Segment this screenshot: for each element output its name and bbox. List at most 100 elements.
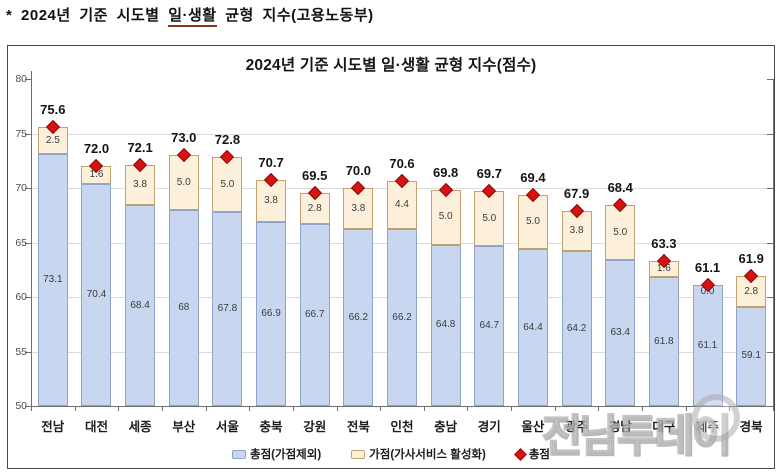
bonus-value-label: 2.8 <box>744 285 759 297</box>
y-tick-label: 75 <box>15 127 27 140</box>
bar-segment-base <box>474 245 505 406</box>
total-value-label: 70.6 <box>389 156 415 172</box>
note-pre: * 2024년 기준 시도별 <box>6 7 169 24</box>
bar-segment-base <box>387 229 417 406</box>
beige-box-icon <box>351 449 366 459</box>
x-axis-tick <box>598 406 600 411</box>
x-axis-tick <box>205 406 207 411</box>
x-axis-tick <box>292 406 294 411</box>
x-category-label: 세종 <box>128 420 152 434</box>
y-tick-label: 80 <box>15 73 27 85</box>
y-axis-tick <box>25 133 31 135</box>
legend-label-base: 총점(가점제외) <box>250 449 322 461</box>
total-value-label: 69.4 <box>520 169 546 185</box>
x-category-label: 제주 <box>696 420 720 434</box>
base-value-label: 64.7 <box>479 319 500 331</box>
y-axis-tick-right <box>767 188 773 189</box>
bar-segment-base <box>256 221 287 406</box>
y-axis-line <box>31 71 32 407</box>
x-axis-tick <box>642 406 644 411</box>
bar-segment-base <box>430 244 461 406</box>
y-axis-tick-right <box>767 133 773 135</box>
bar-segment-bonus <box>256 180 287 222</box>
base-value-label: 66.7 <box>304 308 325 320</box>
bar-segment-bonus <box>212 157 243 212</box>
y-tick-label: 50 <box>15 400 27 412</box>
x-axis-tick <box>685 406 687 411</box>
base-value-label: 73.1 <box>43 274 63 286</box>
bonus-value-label: 4.4 <box>395 199 409 211</box>
chart-legend: 총점(가점제외) 가점(가사서비스 활성화) 총점 <box>8 446 774 462</box>
legend-item-base: 총점(가점제외) <box>232 446 321 462</box>
y-axis-tick-right <box>767 242 773 244</box>
chart-frame: 2024년 기준 시도별 일·생활 균형 지수(점수) 80 75 70 65 60 55… <box>7 45 775 469</box>
bar-segment-base <box>168 209 199 406</box>
bonus-value-label: 1.6 <box>656 263 671 275</box>
blue-box-icon <box>232 449 247 459</box>
bar-segment-base <box>517 249 548 406</box>
plot-right-border <box>773 79 774 407</box>
legend-label-total: 총점 <box>528 449 550 461</box>
x-axis-tick <box>554 406 556 411</box>
total-value-label: 69.7 <box>476 166 502 182</box>
x-axis-tick <box>336 406 338 411</box>
base-value-label: 66.2 <box>392 311 412 323</box>
total-value-label: 72.8 <box>214 132 241 148</box>
bar-segment-base <box>561 251 592 406</box>
legend-item-total: 총점 <box>513 446 550 462</box>
y-axis-tick <box>25 242 31 244</box>
x-axis-tick <box>161 406 163 411</box>
y-tick-label: 65 <box>15 236 27 249</box>
base-value-label: 64.4 <box>523 321 543 333</box>
bonus-value-label: 1.6 <box>89 168 104 180</box>
plot-area: 80 75 70 65 60 55 50 73.1 2.5 75.6 전남 70.4 1.6 72.0 대전… <box>8 46 774 468</box>
total-value-label: 72.0 <box>83 141 110 157</box>
bonus-value-label: 5.0 <box>220 178 235 190</box>
x-category-label: 경기 <box>477 420 501 434</box>
bar-segment-base <box>692 285 723 406</box>
bonus-value-label: 3.8 <box>569 225 584 237</box>
bar-segment-base <box>648 277 679 406</box>
y-tick-label: 70 <box>15 182 27 194</box>
bonus-value-label: 5.0 <box>482 212 497 224</box>
y-axis-tick <box>25 406 31 407</box>
y-axis-tick-right <box>767 297 773 298</box>
x-axis-tick <box>118 406 120 411</box>
total-value-label: 61.1 <box>694 260 721 275</box>
bar-segment-bonus <box>517 194 548 250</box>
x-category-label: 대구 <box>652 420 676 434</box>
y-axis-tick <box>25 297 31 298</box>
x-category-label: 전남 <box>41 420 65 434</box>
x-axis-tick <box>423 406 425 411</box>
x-category-label: 서울 <box>215 420 239 434</box>
x-category-label: 강원 <box>303 420 327 434</box>
x-category-label: 경북 <box>739 420 763 434</box>
base-value-label: 64.2 <box>566 322 587 334</box>
bar-segment-base <box>37 154 68 406</box>
bar-segment-bonus <box>168 155 199 210</box>
bar-segment-base <box>125 205 156 406</box>
bonus-value-label: 3.8 <box>351 202 366 214</box>
y-axis-tick <box>25 188 31 189</box>
x-axis-tick <box>467 406 469 411</box>
x-category-label: 울산 <box>521 420 545 434</box>
note-post: 균형 지수(고용노동부) <box>216 7 374 24</box>
red-diamond-icon <box>513 447 527 461</box>
x-category-label: 충북 <box>259 420 283 434</box>
chart-title: 2024년 기준 시도별 일·생활 균형 지수(점수) <box>245 57 537 74</box>
total-value-label: 70.0 <box>345 163 371 178</box>
total-value-label: 68.4 <box>607 180 633 196</box>
x-axis-tick <box>249 406 251 411</box>
y-tick-label: 60 <box>15 291 27 303</box>
base-value-label: 68 <box>178 301 190 313</box>
x-axis-tick <box>31 406 32 411</box>
bar-segment-bonus <box>605 205 636 260</box>
x-category-label: 부산 <box>172 420 196 434</box>
total-value-label: 69.5 <box>302 168 328 184</box>
bar-segment-base <box>343 229 374 406</box>
y-axis-tick <box>25 79 31 80</box>
bar-segment-base <box>299 223 330 406</box>
base-value-label: 64.8 <box>435 319 456 331</box>
y-axis-tick-right <box>767 351 773 353</box>
x-category-label: 충남 <box>434 420 458 434</box>
